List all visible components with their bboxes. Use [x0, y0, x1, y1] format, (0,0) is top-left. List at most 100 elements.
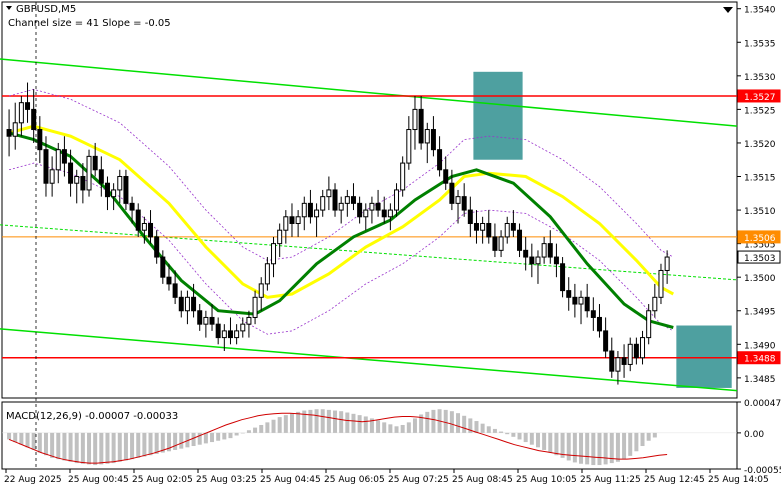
top-right-dropdown-icon[interactable]: [723, 7, 733, 13]
candle-30: [191, 283, 197, 318]
candle-63: [394, 183, 400, 217]
candle-56: [350, 183, 356, 211]
candle-body: [43, 149, 49, 184]
candle-body: [111, 189, 117, 198]
candle-106: [658, 263, 664, 305]
macd-bar-37: [234, 432, 239, 436]
candle-body: [498, 236, 504, 251]
candle-42: [264, 257, 270, 291]
candle-body: [154, 236, 160, 258]
candle-53: [332, 183, 338, 217]
macd-tick-label: -0.00055: [744, 466, 781, 476]
candle-31: [197, 304, 203, 331]
macd-bar-94: [585, 432, 590, 465]
candle-58: [363, 203, 369, 231]
candle-66: [412, 95, 418, 150]
candle-body: [640, 337, 646, 359]
candles-layer: [6, 82, 670, 385]
candle-body: [400, 162, 406, 191]
dropdown-icon[interactable]: [6, 6, 12, 10]
candle-44: [277, 223, 283, 258]
candle-body: [363, 209, 369, 218]
candle-body: [12, 122, 18, 137]
macd-bar-17: [111, 432, 116, 464]
candle-body: [117, 176, 123, 191]
candle-17: [111, 183, 117, 211]
candle-18: [117, 169, 123, 204]
macd-bar-45: [283, 415, 288, 433]
candle-28: [178, 290, 184, 318]
candle-body: [553, 256, 559, 265]
macd-bar-88: [548, 432, 553, 453]
macd-bar-67: [419, 414, 424, 433]
candle-38: [240, 317, 246, 338]
candle-body: [31, 108, 37, 131]
macd-bar-35: [222, 432, 227, 440]
candle-body: [129, 202, 135, 211]
candle-body: [387, 209, 393, 218]
candle-body: [603, 330, 609, 352]
price-box-current: 1.3503: [737, 250, 781, 264]
macd-bar-54: [339, 411, 344, 433]
candle-78: [486, 210, 492, 244]
macd-bar-79: [492, 428, 497, 433]
macd-bar-1: [13, 432, 18, 443]
candle-25: [160, 250, 166, 284]
candle-body: [61, 149, 67, 164]
macd-bar-44: [277, 417, 282, 433]
macd-bar-102: [634, 432, 639, 452]
candle-95: [590, 297, 596, 331]
candle-body: [424, 129, 430, 144]
candle-body: [578, 296, 584, 305]
candle-75: [467, 196, 473, 237]
candle-body: [178, 296, 184, 312]
candle-79: [492, 223, 498, 258]
candle-body: [412, 108, 418, 131]
sma-green-line: [8, 131, 674, 329]
macd-bar-91: [566, 432, 571, 461]
macd-bar-18: [117, 432, 122, 462]
candle-52: [326, 176, 332, 211]
candle-body: [510, 222, 516, 231]
candle-69: [430, 116, 436, 157]
candle-101: [627, 337, 633, 372]
candle-body: [461, 196, 467, 211]
macd-bar-78: [486, 426, 491, 433]
candle-body: [209, 316, 215, 325]
macd-bar-53: [333, 410, 338, 433]
price-tick-label: 1.3490: [744, 341, 776, 351]
candle-body: [646, 310, 652, 339]
candle-body: [289, 216, 295, 224]
macd-bar-101: [628, 432, 633, 456]
candle-39: [246, 310, 252, 338]
candle-1: [12, 102, 18, 150]
candle-body: [332, 189, 338, 211]
candle-105: [652, 283, 658, 318]
macd-bar-0: [7, 432, 12, 440]
candle-body: [92, 155, 98, 171]
macd-bar-65: [406, 422, 411, 433]
candle-46: [289, 203, 295, 237]
time-tick-label: 22 Aug 2025: [4, 475, 62, 485]
candle-22: [141, 216, 147, 244]
price-box-1.3527-text: 1.3527: [744, 93, 776, 103]
candle-body: [596, 316, 602, 332]
candle-48: [301, 196, 307, 231]
macd-bar-56: [351, 413, 356, 433]
macd-bar-71: [443, 409, 448, 433]
candle-99: [615, 351, 621, 385]
candle-10: [68, 149, 74, 197]
candle-74: [461, 183, 467, 217]
candle-body: [123, 176, 129, 204]
time-tick-label: 25 Aug 07:25: [388, 475, 449, 485]
macd-bar-12: [80, 432, 85, 464]
candle-6: [43, 136, 49, 197]
candle-body: [658, 269, 664, 298]
candle-body: [203, 316, 209, 325]
candle-15: [98, 156, 104, 197]
candle-body: [301, 202, 307, 218]
candle-65: [406, 116, 412, 170]
macd-label: MACD(12,26,9) -0.00007 -0.00033: [6, 411, 178, 422]
candle-59: [369, 196, 375, 224]
macd-bar-80: [499, 431, 504, 433]
